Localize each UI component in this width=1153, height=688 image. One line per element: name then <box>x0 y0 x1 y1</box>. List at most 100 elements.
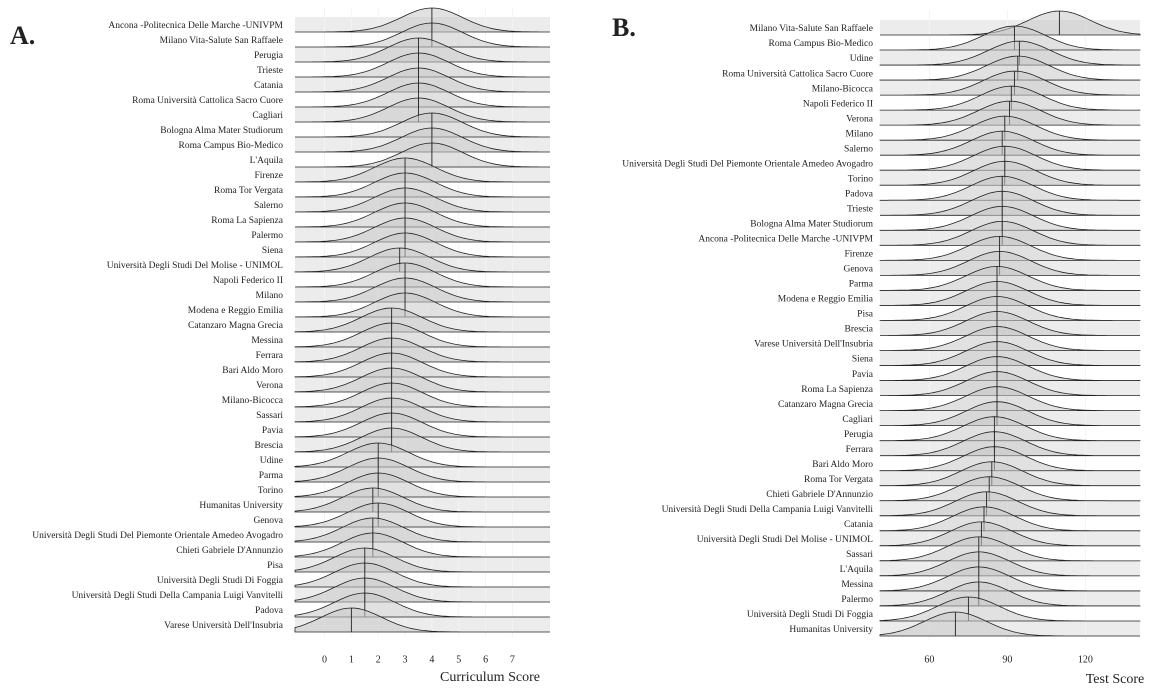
category-label: Palermo <box>251 231 283 241</box>
density <box>880 431 1140 457</box>
category-label: L'Aquila <box>840 565 874 575</box>
panel-label: B. <box>612 13 636 42</box>
x-tick-label: 3 <box>403 654 408 665</box>
category-label: Università Degli Studi Del Piemonte Orie… <box>32 531 283 541</box>
category-label: Catania <box>254 81 284 91</box>
density <box>880 311 1140 336</box>
category-label: Milano <box>846 129 874 139</box>
density <box>879 536 1141 562</box>
category-label: Udine <box>260 456 283 466</box>
category-label: Parma <box>259 471 284 481</box>
density <box>879 476 1141 502</box>
density <box>294 307 550 333</box>
density <box>879 175 1141 201</box>
density <box>294 412 550 438</box>
category-label: Università Degli Studi Del Molise - UNIM… <box>697 535 873 545</box>
density <box>294 157 550 183</box>
category-label: Firenze <box>255 171 284 181</box>
density <box>879 386 1141 412</box>
density <box>294 277 550 303</box>
category-label: Padova <box>845 189 874 199</box>
category-label: Siena <box>852 355 874 365</box>
density <box>294 262 550 288</box>
density <box>294 487 550 513</box>
density <box>879 341 1141 366</box>
category-label: Brescia <box>845 325 874 335</box>
category-label: Messina <box>841 580 873 590</box>
density <box>879 551 1140 577</box>
category-label: Roma La Sapienza <box>801 385 874 395</box>
density <box>879 115 1141 141</box>
density <box>295 22 550 48</box>
category-label: Modena e Reggio Emilia <box>778 295 874 305</box>
category-label: Roma Campus Bio-Medico <box>769 39 874 49</box>
category-label: Sassari <box>846 550 873 560</box>
density <box>880 190 1140 216</box>
category-label: Pavia <box>852 370 874 380</box>
density <box>879 205 1141 231</box>
category-label: Bologna Alma Mater Studiorum <box>160 126 283 136</box>
category-label: Perugia <box>254 51 284 61</box>
category-label: Brescia <box>255 441 284 451</box>
density <box>879 160 1141 186</box>
category-label: Milano Vita-Salute San Raffaele <box>160 35 283 46</box>
density <box>295 97 550 123</box>
panel-label: A. <box>10 21 35 50</box>
density <box>880 250 1140 276</box>
category-label: Cagliari <box>252 111 283 121</box>
category-label: Genova <box>843 265 873 275</box>
category-label: Varese Università Dell'Insubria <box>754 340 874 350</box>
category-label: Cagliari <box>842 415 873 425</box>
category-label: Università Degli Studi Della Campania Lu… <box>72 591 284 601</box>
density <box>294 322 550 348</box>
category-label: Verona <box>846 114 874 124</box>
density <box>880 371 1140 396</box>
density <box>880 130 1140 156</box>
category-label: Università Degli Studi Del Piemonte Orie… <box>622 159 873 169</box>
density <box>879 55 1141 81</box>
density <box>294 367 550 393</box>
category-label: Milano-Bicocca <box>812 84 874 94</box>
category-label: Modena e Reggio Emilia <box>188 306 284 316</box>
density <box>294 397 550 423</box>
category-label: Palermo <box>841 595 873 605</box>
category-label: Università Degli Studi Di Foggia <box>747 610 874 620</box>
density <box>295 142 550 168</box>
density <box>294 232 550 258</box>
category-label: Bologna Alma Mater Studiorum <box>750 220 873 230</box>
density <box>879 581 1141 607</box>
category-label: Napoli Federico II <box>803 99 873 109</box>
x-tick-label: 0 <box>322 654 327 665</box>
category-label: Università Degli Studi Del Molise - UNIM… <box>107 261 283 271</box>
category-label: Ferrara <box>256 351 284 361</box>
category-label: Humanitas University <box>199 501 283 511</box>
density <box>879 235 1141 261</box>
category-label: Salerno <box>844 144 873 154</box>
density <box>879 416 1141 442</box>
category-label: Verona <box>256 381 284 391</box>
category-label: Ferrara <box>846 445 874 455</box>
x-tick-label: 6 <box>483 654 488 665</box>
density <box>294 607 550 633</box>
density <box>294 172 550 198</box>
x-tick-label: 60 <box>924 654 934 665</box>
x-tick-label: 1 <box>349 654 354 665</box>
density <box>879 461 1141 487</box>
category-label: Università Degli Studi Della Campania Lu… <box>662 505 874 515</box>
density <box>295 52 550 78</box>
density <box>879 521 1141 547</box>
category-label: Roma Tor Vergata <box>804 475 874 485</box>
density <box>879 611 1140 637</box>
density <box>295 127 550 153</box>
density <box>879 506 1141 532</box>
category-label: Bari Aldo Moro <box>812 460 873 470</box>
x-axis-title: Test Score <box>1086 672 1145 687</box>
category-label: Bari Aldo Moro <box>222 366 283 376</box>
density <box>294 382 550 408</box>
density <box>879 491 1140 517</box>
density <box>294 457 550 483</box>
density <box>879 356 1141 382</box>
x-tick-label: 2 <box>376 654 381 665</box>
category-label: Udine <box>850 54 873 64</box>
